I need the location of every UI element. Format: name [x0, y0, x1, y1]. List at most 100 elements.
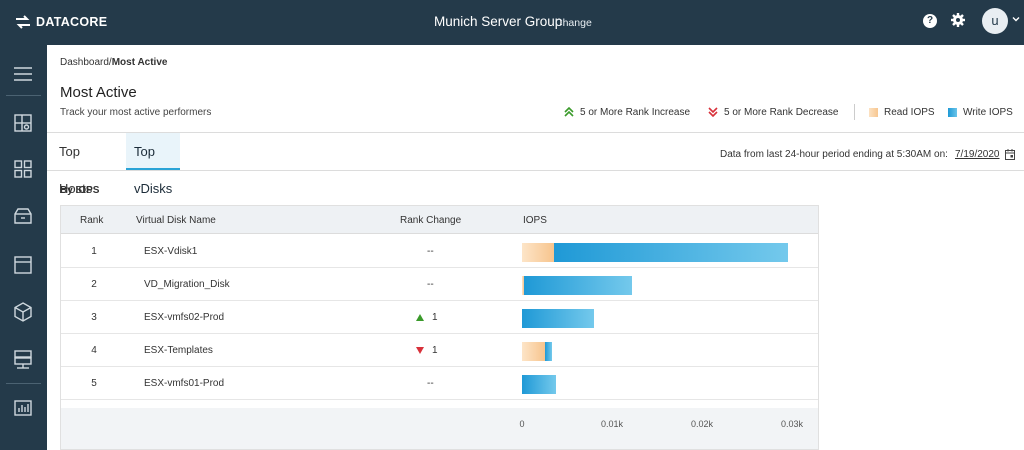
rank-cell: 2: [91, 279, 97, 290]
dashboard-icon[interactable]: [11, 111, 35, 135]
rank-change-value: --: [427, 279, 434, 290]
legend-write-iops: Write IOPS: [948, 105, 1013, 119]
iops-bar[interactable]: [522, 309, 594, 328]
rank-change-cell: 1: [416, 312, 446, 323]
table-row[interactable]: 2 VD_Migration_Disk --: [61, 268, 818, 301]
legend-read-label: Read IOPS: [884, 106, 935, 118]
breadcrumb-separator: /: [108, 57, 112, 68]
rank-cell: 1: [91, 246, 97, 257]
legend-divider: [854, 104, 855, 120]
rank-change-cell: --: [427, 279, 457, 290]
rank-down-icon: [416, 347, 424, 354]
rank-change-value: 1: [432, 345, 438, 356]
rank-change-cell: 1: [416, 345, 446, 356]
read-iops-swatch: [869, 107, 878, 117]
read-iops-segment: [522, 342, 545, 361]
iops-bar[interactable]: [522, 375, 557, 394]
rank-cell: 4: [91, 345, 97, 356]
legend-rank-decrease: 5 or More Rank Decrease: [708, 105, 839, 119]
rank-cell: 3: [91, 312, 97, 323]
rank-change-value: --: [427, 246, 434, 257]
vdisk-name-cell: ESX-Vdisk1: [144, 246, 198, 257]
divider: [47, 132, 1024, 133]
grid-icon[interactable]: [11, 157, 35, 181]
legend-rank-increase-label: 5 or More Rank Increase: [580, 106, 691, 118]
tab-top-vdisks[interactable]: Top vDisks: [126, 133, 181, 196]
breadcrumb-dashboard-link[interactable]: Dashboard: [60, 57, 109, 68]
sidebar: [0, 45, 47, 450]
change-server-group-link[interactable]: Change: [555, 17, 592, 29]
vdisk-name-cell: ESX-vmfs01-Prod: [144, 378, 225, 389]
breadcrumb: Dashboard/Most Active: [60, 57, 167, 68]
axis-tick-label: 0.02k: [690, 419, 714, 429]
legend-read-iops: Read IOPS: [869, 105, 935, 119]
iops-bar[interactable]: [522, 243, 789, 262]
section-label: By IOPS: [60, 185, 100, 196]
reports-icon[interactable]: [11, 396, 35, 420]
write-iops-segment: [523, 276, 632, 295]
double-arrow-up-icon: [564, 107, 574, 117]
double-arrow-down-icon: [708, 107, 718, 117]
logo[interactable]: DATACORE: [14, 13, 107, 31]
legend-write-label: Write IOPS: [963, 106, 1013, 118]
hamburger-menu-icon[interactable]: [11, 62, 35, 86]
breadcrumb-current: Most Active: [111, 57, 168, 68]
vdisk-name-cell: ESX-Templates: [144, 345, 213, 356]
gear-icon[interactable]: [950, 12, 966, 28]
cube-icon[interactable]: [11, 300, 35, 324]
top-bar: DATACORE Munich Server Group Change ? u: [0, 0, 1024, 45]
axis-tick-label: 0.03k: [780, 419, 804, 429]
table-header: Rank Virtual Disk Name Rank Change IOPS: [61, 206, 818, 234]
write-iops-swatch: [948, 107, 957, 117]
legend-rank-decrease-label: 5 or More Rank Decrease: [724, 106, 839, 118]
read-iops-segment: [522, 276, 524, 295]
write-iops-segment: [522, 309, 594, 328]
divider: [47, 170, 1024, 171]
rank-up-icon: [416, 314, 424, 321]
write-iops-segment: [544, 342, 552, 361]
vdisk-name-cell: VD_Migration_Disk: [144, 279, 230, 290]
rank-change-value: --: [427, 378, 434, 389]
chevron-down-icon[interactable]: [1012, 15, 1020, 23]
iops-axis: 0 0.01k 0.02k 0.03k: [61, 408, 818, 449]
help-icon[interactable]: ?: [923, 14, 937, 28]
datacore-logo-icon: [16, 15, 30, 29]
logo-text: DATACORE: [36, 15, 108, 29]
table-row[interactable]: 1 ESX-Vdisk1 --: [61, 235, 818, 268]
page-title: Most Active: [60, 84, 137, 101]
legend-rank-increase: 5 or More Rank Increase: [564, 105, 690, 119]
data-period-note: Data from last 24-hour period ending at …: [720, 149, 948, 160]
table-row[interactable]: 5 ESX-vmfs01-Prod --: [61, 367, 818, 400]
sidebar-divider: [6, 95, 41, 96]
rank-change-cell: --: [427, 378, 457, 389]
rank-change-value: 1: [432, 312, 438, 323]
server-icon[interactable]: [11, 347, 35, 371]
date-picker-value[interactable]: 7/19/2020: [955, 149, 1000, 160]
axis-tick-label: 0.01k: [600, 419, 624, 429]
table-row[interactable]: 3 ESX-vmfs02-Prod 1: [61, 301, 818, 334]
user-avatar[interactable]: u: [982, 8, 1008, 34]
header-virtual-disk-name[interactable]: Virtual Disk Name: [136, 215, 216, 226]
rank-change-cell: --: [427, 246, 457, 257]
read-iops-segment: [522, 243, 555, 262]
iops-bar[interactable]: [522, 342, 552, 361]
iops-bar[interactable]: [522, 276, 632, 295]
vdisk-name-cell: ESX-vmfs02-Prod: [144, 312, 225, 323]
vdisk-iops-table: Rank Virtual Disk Name Rank Change IOPS …: [60, 205, 819, 450]
tab-top-hosts[interactable]: Top Hosts: [59, 144, 93, 196]
header-rank-change[interactable]: Rank Change: [400, 215, 462, 226]
write-iops-segment: [522, 375, 557, 394]
storage-icon[interactable]: [11, 204, 35, 228]
table-row[interactable]: 4 ESX-Templates 1: [61, 334, 818, 367]
axis-tick-label: 0: [519, 419, 525, 429]
calendar-icon[interactable]: [1005, 149, 1015, 160]
sidebar-divider: [6, 383, 41, 384]
main-content: Dashboard/Most Active Most Active Track …: [47, 45, 1024, 450]
window-icon[interactable]: [11, 253, 35, 277]
server-group-name: Munich Server Group: [434, 14, 563, 29]
rank-cell: 5: [91, 378, 97, 389]
write-iops-segment: [554, 243, 789, 262]
page-subtitle: Track your most active performers: [60, 107, 212, 118]
header-iops[interactable]: IOPS: [523, 215, 547, 226]
header-rank[interactable]: Rank: [80, 215, 104, 226]
